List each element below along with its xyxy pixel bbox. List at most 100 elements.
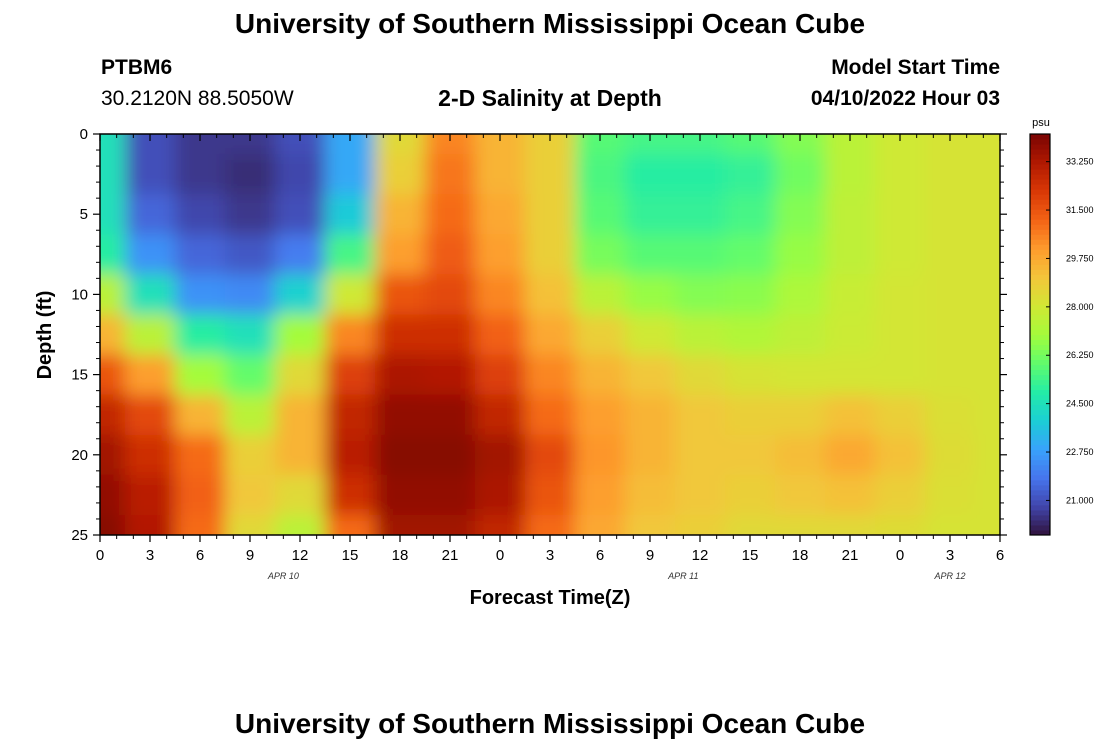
x-axis: 0 3 6 9 12 15 18 21 0 3 6 9 12 15 18 21 0 3 6: [96, 134, 1004, 564]
colorbar-segment: [1030, 234, 1050, 240]
heatmap-cell: [100, 234, 126, 275]
heatmap-cell: [375, 314, 426, 356]
y-tick-label: 10: [71, 286, 88, 303]
heatmap-cell: [825, 134, 876, 155]
heatmap-cell: [175, 134, 226, 155]
heatmap-cell: [775, 354, 826, 396]
x-tick-label: 12: [692, 547, 709, 564]
heatmap-cell: [175, 474, 226, 516]
heatmap-cell: [475, 394, 526, 436]
heatmap-cell: [675, 514, 726, 535]
heatmap-cell: [575, 434, 626, 476]
heatmap-cell: [375, 234, 426, 275]
heatmap-cell: [175, 514, 226, 535]
station-id: PTBM6: [101, 56, 173, 79]
x-axis-label: Forecast Time(Z): [470, 587, 631, 609]
y-tick-label: 0: [80, 126, 88, 143]
heatmap-cell: [625, 154, 676, 195]
colorbar-segment: [1030, 274, 1050, 280]
heatmap-cell: [625, 194, 676, 235]
x-tick-label: 6: [996, 547, 1004, 564]
heatmap-cell: [175, 234, 226, 275]
heatmap-cell: [675, 234, 726, 275]
heatmap-cell: [475, 274, 526, 316]
heatmap-cell: [725, 274, 776, 316]
heatmap-cell: [125, 354, 176, 396]
heatmap-cell: [375, 194, 426, 235]
heatmap-cell: [325, 234, 376, 275]
colorbar-segment: [1030, 454, 1050, 461]
colorbar-segment: [1030, 359, 1050, 366]
heatmap-cell: [375, 154, 426, 195]
heatmap-cell: [925, 274, 976, 316]
colorbar-segment: [1030, 179, 1050, 185]
y-tick-label: 20: [71, 447, 88, 464]
heatmap-cell: [425, 434, 476, 476]
heatmap-cell: [975, 474, 1000, 516]
heatmap-cell: [125, 134, 176, 155]
heatmap-cell: [225, 194, 276, 235]
colorbar-tick-label: 22.750: [1066, 447, 1094, 457]
x-tick-label: 18: [392, 547, 409, 564]
y-tick-label: 25: [71, 527, 88, 544]
heatmap-cell: [975, 434, 1000, 476]
colorbar-unit: psu: [1032, 117, 1050, 129]
colorbar-segment: [1030, 394, 1050, 401]
x-tick-label: 3: [146, 547, 154, 564]
heatmap-cell: [525, 134, 576, 155]
colorbar-segment: [1030, 329, 1050, 335]
heatmap-cell: [275, 134, 326, 155]
heatmap-cell: [775, 234, 826, 275]
colorbar-segment: [1030, 439, 1050, 446]
heatmap-cell: [775, 514, 826, 535]
heatmap-cell: [825, 234, 876, 275]
heatmap-cell: [175, 394, 226, 436]
heatmap-cell: [525, 194, 576, 235]
heatmap-cell: [100, 154, 126, 195]
heatmap-cell: [125, 314, 176, 356]
colorbar-tick-label: 31.500: [1066, 205, 1094, 215]
heatmap-cell: [100, 474, 126, 516]
heatmap-cell: [575, 514, 626, 535]
heatmap-cell: [325, 194, 376, 235]
heatmap-cell: [175, 154, 226, 195]
colorbar-segment: [1030, 344, 1050, 351]
heatmap-cell: [975, 154, 1000, 195]
chart-title: 2-D Salinity at Depth: [438, 85, 662, 111]
heatmap-cell: [125, 194, 176, 235]
heatmap-cell: [425, 154, 476, 195]
heatmap-cell: [875, 234, 926, 275]
heatmap-cell: [175, 314, 226, 356]
heatmap-cell: [725, 434, 776, 476]
heatmap-cell: [675, 314, 726, 356]
colorbar: 21.000 22.750 24.500 26.250 28.000 29.750 31.5…: [1029, 133, 1094, 536]
heatmap-cell: [725, 514, 776, 535]
colorbar-segment: [1030, 299, 1050, 305]
heatmap-cell: [875, 194, 926, 235]
heatmap-cell: [725, 354, 776, 396]
heatmap-cell: [475, 514, 526, 535]
x-tick-label: 21: [842, 547, 859, 564]
heatmap-cell: [125, 234, 176, 275]
colorbar-segment: [1030, 494, 1050, 501]
heatmap-cell: [225, 514, 276, 535]
heatmap-cell: [475, 234, 526, 275]
heatmap-cell: [425, 134, 476, 155]
colorbar-segment: [1030, 239, 1050, 245]
colorbar-segment: [1030, 224, 1050, 230]
colorbar-segment: [1030, 379, 1050, 386]
heatmap-cell: [875, 514, 926, 535]
heatmap-cell: [375, 434, 426, 476]
x-tick-label: 18: [792, 547, 809, 564]
heatmap-cell: [775, 154, 826, 195]
colorbar-frame: [1029, 133, 1051, 536]
heatmap-cell: [100, 194, 126, 235]
heatmap-cell: [875, 434, 926, 476]
heatmap-cell: [875, 314, 926, 356]
heatmap-cell: [425, 514, 476, 535]
heatmap-cell: [425, 394, 476, 436]
heatmap-cell: [825, 434, 876, 476]
colorbar-segment: [1030, 229, 1050, 235]
colorbar-segment: [1030, 134, 1050, 140]
